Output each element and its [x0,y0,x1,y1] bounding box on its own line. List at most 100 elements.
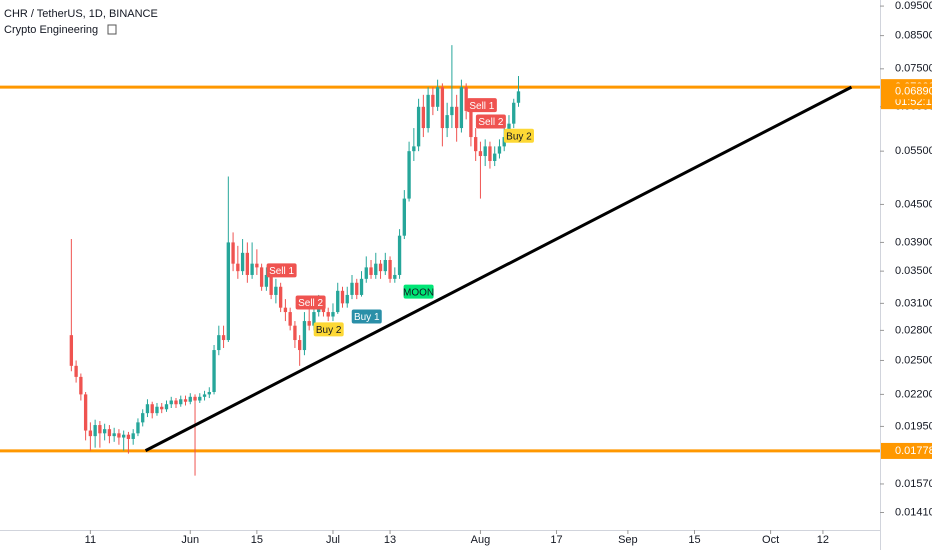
candle-body [212,350,216,392]
candle-body [98,425,102,434]
candle-body [483,146,487,157]
candle-body [474,137,478,152]
candle-body [69,335,74,366]
signal-badge [503,128,534,143]
candle-body [131,433,135,439]
last-price-label: 0.06890 [895,85,932,97]
y-tick-label: 0.09500 [895,0,932,12]
candle-body [226,242,230,341]
candle-body [274,286,278,295]
candle-body [278,286,283,308]
chart-title: CHR / TetherUS, 1D, BINANCE [4,8,158,20]
candle-body [497,146,502,154]
x-tick-label: 15 [251,534,263,546]
candle-body [336,290,340,313]
candle-body [355,282,359,295]
indicator-name: Crypto Engineering [4,24,98,36]
signal-badge [266,263,297,278]
y-tick-label: 0.01950 [895,420,932,432]
trendline [144,85,853,452]
candle-body [207,391,211,395]
x-tick-label: Aug [471,534,491,546]
candle-body [383,260,387,272]
x-tick-label: Jun [181,534,199,546]
candle-body [217,335,221,351]
candle-body [112,433,116,437]
candle-body [283,307,288,313]
y-tick-label: 0.04500 [895,198,932,210]
y-tick-label: 0.07500 [895,63,932,75]
candle-body [421,106,426,129]
candle-body [160,406,164,410]
candle-body [169,400,173,405]
candle-body [255,263,259,268]
signal-label: Buy 2 [506,131,532,142]
candle-body [198,396,202,401]
candle-body [307,321,311,326]
candle-body [516,91,521,103]
candle-body [293,325,297,341]
x-tick-label: 13 [384,534,396,546]
signal-label: Sell 2 [478,117,503,128]
level-label-bg [881,442,932,459]
candle-body [117,433,121,438]
last-price-bg [881,83,932,100]
candle-body [412,146,416,152]
candle-body [193,396,197,401]
candle-body [269,274,273,295]
candle-body [469,110,473,138]
candle-body [493,153,497,161]
candle-body [183,399,188,402]
indicator-icon [107,24,117,35]
candle-body [259,267,264,287]
signal-badge [313,322,344,337]
signal-label: Buy 1 [354,312,380,323]
candle-body [179,399,183,405]
candle-body [397,235,402,275]
candle-body [231,242,235,264]
candle-body [459,87,464,129]
candle-body [326,312,330,317]
y-tick-label: 0.02800 [895,324,932,336]
y-tick-label: 0.01410 [895,506,932,518]
signal-label: Sell 2 [298,298,323,309]
x-tick-label: 17 [550,534,562,546]
signal-badge [295,295,326,310]
signal-label: Sell 1 [269,266,294,277]
x-tick-label: Sep [618,534,638,546]
candle-body [374,263,378,275]
candle-body [245,252,250,275]
candle-body [74,365,78,377]
candle-body [502,137,506,147]
candle-body [145,404,150,414]
candle-body [240,252,245,272]
signal-badge [466,98,497,113]
candle-body [141,413,145,423]
candle-body [454,106,459,129]
candle-body [250,263,254,275]
candle-body [236,263,240,272]
x-tick-label: 12 [817,534,829,546]
candle-body [426,94,430,129]
candle-body [264,274,269,287]
candle-body [102,429,107,434]
x-tick-label: 15 [688,534,700,546]
candle-body [512,102,516,124]
candle-body [388,260,392,279]
candle-body [188,396,192,402]
y-tick-label: 0.03100 [895,297,932,309]
candle-body [302,321,307,351]
candle-body [440,87,445,129]
candle-body [288,312,292,326]
signal-badge [403,284,434,299]
candle-body [331,312,335,317]
candle-body [450,106,454,116]
x-tick-label: Jul [326,534,340,546]
candle-body [464,87,468,111]
signal-label: Buy 2 [316,325,342,336]
candle-body [369,267,373,275]
y-tick-label: 0.03500 [895,265,932,277]
candle-body [221,335,226,341]
